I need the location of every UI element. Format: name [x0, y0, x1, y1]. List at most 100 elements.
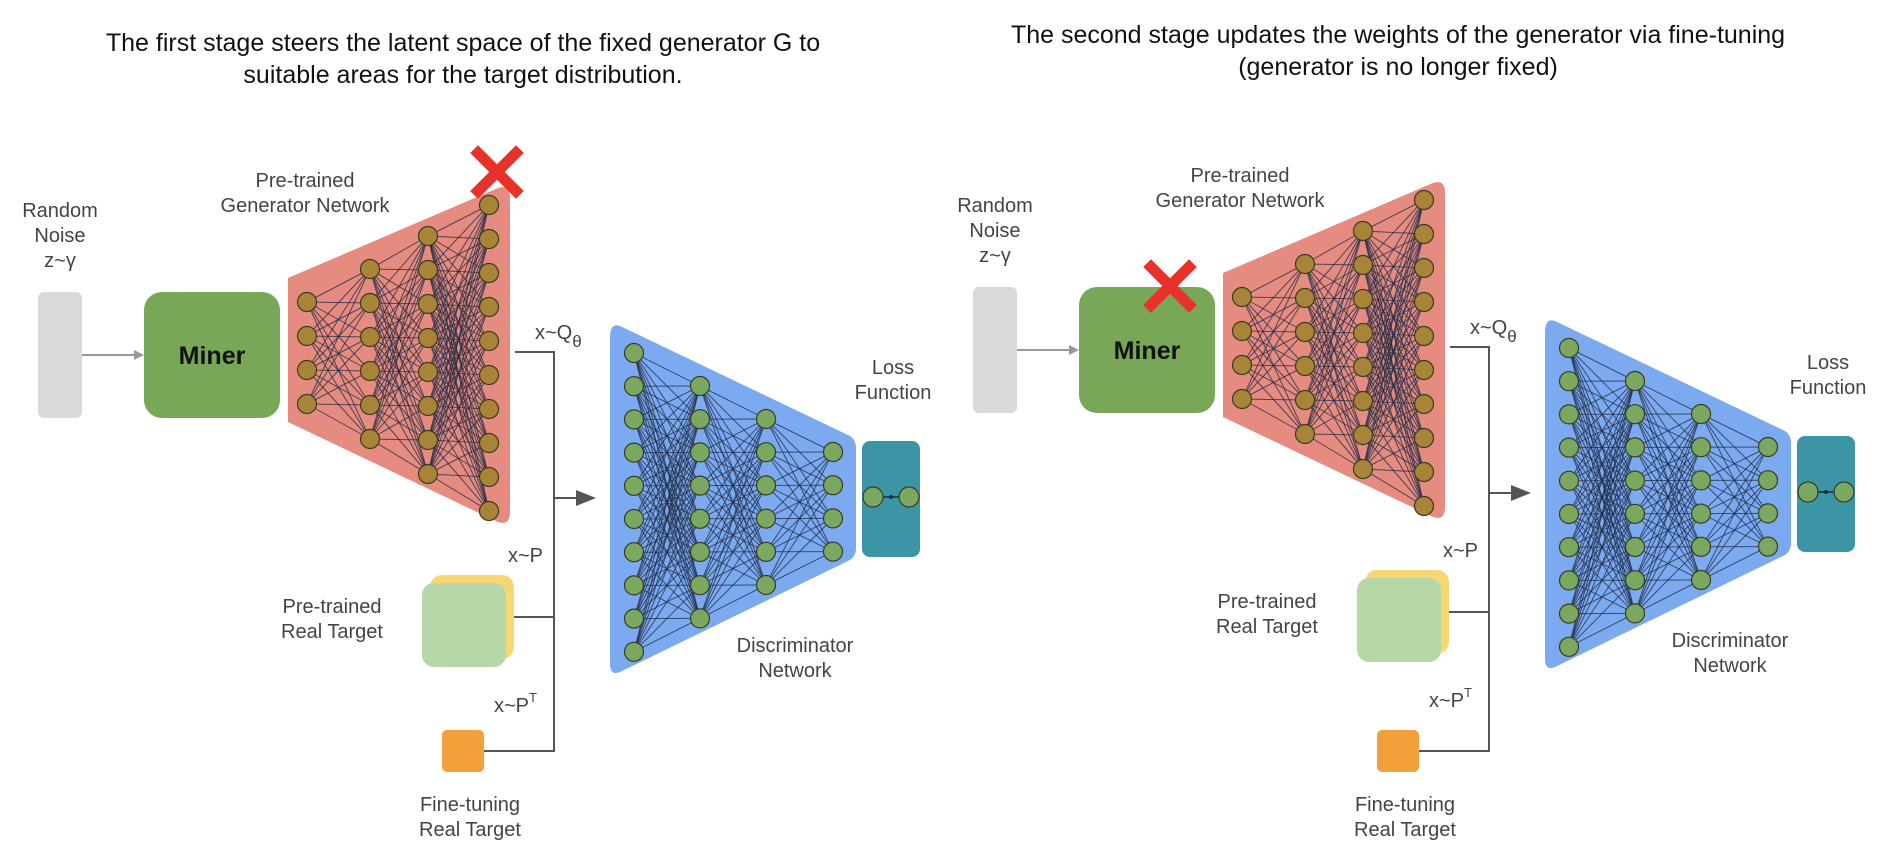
network-node [1558, 371, 1580, 392]
network-edge [1700, 513, 1769, 581]
network-node [1294, 423, 1316, 445]
pretrained-target-label-line-2: Real Target [1216, 616, 1318, 638]
network-node [623, 475, 645, 496]
network-node [623, 575, 645, 596]
miner-block [144, 292, 280, 418]
network-edge [427, 374, 490, 475]
network-edge [699, 485, 767, 619]
noise-label-line-2: Noise [34, 225, 85, 247]
finetune-sample-label: x~PT [494, 690, 537, 717]
noise-label-line-3: z~γ [979, 245, 1011, 267]
network-edge [633, 385, 701, 619]
generator-label-line-1: Pre-trained [1191, 165, 1290, 187]
network-edge [633, 485, 701, 652]
discriminator-label-line-2: Network [1693, 655, 1767, 677]
network-edge [1362, 369, 1425, 470]
generated-sample-label: x~Qθ [535, 322, 582, 351]
network-node [623, 376, 645, 397]
network-node [1413, 189, 1435, 211]
network-edge [306, 302, 371, 405]
network-edge [1304, 332, 1364, 435]
network-edge [1568, 513, 1636, 648]
network-node [623, 641, 645, 662]
network-node [478, 330, 500, 352]
network-edge [633, 385, 701, 652]
network-edge [1362, 199, 1425, 470]
network-edge [427, 204, 490, 373]
network-edge [1568, 380, 1636, 548]
network-node [689, 375, 711, 397]
network-node [1690, 437, 1712, 458]
network-edge [1241, 398, 1306, 435]
network-edge [1634, 413, 1702, 481]
network-node [755, 541, 777, 562]
loss-link-dot [889, 495, 893, 499]
network-edge [765, 551, 834, 586]
network-edge [633, 385, 701, 553]
discriminator-network-shape [1545, 320, 1791, 668]
network-node [478, 194, 500, 216]
network-node [296, 291, 318, 313]
network-edge [1634, 380, 1702, 415]
network-edge [1568, 579, 1636, 648]
network-edge [427, 204, 490, 271]
network-node [1413, 461, 1435, 483]
network-edge [1634, 447, 1702, 614]
stage-two-panel: The second stage updates the weights of … [957, 21, 1866, 841]
red-x-icon [1143, 259, 1197, 313]
network-node [689, 541, 711, 563]
network-node [1558, 337, 1580, 359]
network-edge [1568, 480, 1636, 647]
network-edge [427, 204, 490, 305]
network-edge [1634, 413, 1702, 515]
finetune-target-label-line-2: Real Target [1354, 819, 1456, 841]
noise-label-line-1: Random [22, 200, 98, 222]
network-edge [765, 451, 834, 553]
network-node [1558, 636, 1580, 657]
network-edge [1362, 199, 1425, 368]
network-edge [427, 204, 490, 475]
loss-link-dot [1824, 490, 1828, 494]
network-edge [1304, 230, 1364, 299]
network-edge [1241, 263, 1306, 332]
network-node [1757, 470, 1779, 491]
network-node [1624, 570, 1646, 591]
network-node [623, 608, 645, 629]
network-node [1352, 288, 1374, 310]
network-node [689, 475, 711, 496]
network-edge [1362, 199, 1425, 436]
generator-to-discriminator-line [1450, 346, 1490, 493]
noise-label-line-1: Random [957, 195, 1033, 217]
network-node [822, 541, 844, 562]
network-edge [427, 204, 490, 339]
network-node [1294, 321, 1316, 343]
network-node [478, 500, 500, 522]
network-edge [1634, 579, 1702, 614]
network-node [359, 394, 381, 416]
network-edge [633, 385, 701, 586]
network-edge [1362, 199, 1425, 334]
miner-label: Miner [1114, 337, 1181, 365]
network-edge [427, 204, 490, 237]
network-node [1294, 253, 1316, 275]
network-edge [1700, 446, 1769, 581]
network-node [478, 364, 500, 386]
network-node [1413, 495, 1435, 517]
finetune-target-line [1419, 493, 1490, 752]
network-edge [1362, 437, 1425, 470]
network-node [1558, 570, 1580, 591]
network-edge [1241, 398, 1306, 401]
network-node [822, 441, 844, 463]
network-node [755, 408, 777, 430]
network-edge [1241, 263, 1306, 366]
merge-arrow-head [1511, 485, 1531, 501]
pretrained-target-label-line-2: Real Target [281, 621, 383, 643]
network-edge [427, 272, 490, 475]
network-edge [369, 235, 429, 406]
network-node [1757, 436, 1779, 458]
network-edge [427, 473, 490, 478]
network-node [1294, 287, 1316, 309]
network-edge [633, 452, 701, 652]
loss-label-line-1: Loss [872, 357, 914, 379]
network-edge [369, 269, 429, 440]
